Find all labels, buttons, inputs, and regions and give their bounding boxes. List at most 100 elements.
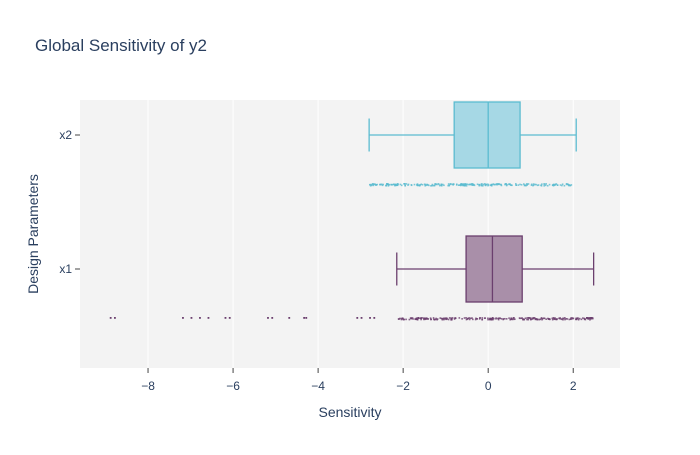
jitter-point: [476, 318, 478, 320]
outlier-point: [305, 317, 308, 319]
jitter-point: [575, 318, 578, 321]
jitter-point: [498, 317, 501, 319]
jitter-point: [453, 318, 456, 320]
jitter-point: [430, 184, 433, 187]
jitter-point: [551, 184, 554, 186]
jitter-point: [510, 317, 512, 319]
y-axis-label: Design Parameters: [25, 174, 41, 294]
jitter-point: [568, 184, 570, 187]
jitter-point: [483, 317, 486, 319]
jitter-point: [418, 317, 420, 320]
jitter-point: [474, 318, 477, 321]
outlier-point: [207, 317, 210, 319]
jitter-point: [460, 184, 462, 187]
jitter-point: [489, 317, 491, 320]
box-iqr: [453, 101, 521, 169]
jitter-point: [385, 184, 387, 187]
x-tick-label: −2: [396, 379, 410, 393]
jitter-point: [545, 183, 547, 185]
jitter-point: [421, 317, 423, 319]
jitter-point: [380, 183, 383, 186]
jitter-point: [523, 184, 526, 187]
jitter-point: [570, 318, 572, 321]
jitter-point: [423, 318, 425, 321]
jitter-point: [545, 318, 547, 320]
jitter-point: [375, 184, 377, 186]
jitter-point: [562, 318, 564, 321]
jitter-point: [465, 318, 468, 321]
jitter-point: [561, 183, 564, 186]
jitter-point: [420, 318, 422, 321]
jitter-point: [566, 318, 569, 320]
jitter-point: [489, 184, 492, 187]
jitter-point: [512, 317, 515, 319]
jitter-point: [560, 318, 562, 320]
jitter-point: [413, 183, 416, 186]
jitter-point: [379, 183, 382, 186]
jitter-point: [497, 318, 500, 321]
jitter-point: [399, 183, 402, 186]
jitter-point: [562, 317, 565, 320]
jitter-point: [492, 183, 495, 185]
jitter-point: [540, 184, 543, 187]
jitter-point: [447, 184, 449, 187]
jitter-point: [571, 317, 573, 319]
y-tick-label: x1: [59, 262, 72, 276]
jitter-point: [532, 184, 535, 187]
jitter-point: [480, 184, 483, 187]
jitter-point: [510, 184, 512, 187]
jitter-point: [435, 317, 437, 320]
outlier-point: [303, 317, 306, 319]
jitter-point: [434, 183, 437, 186]
jitter-point: [546, 184, 549, 187]
jitter-point: [448, 184, 451, 187]
outlier-point: [114, 317, 116, 319]
jitter-point: [544, 184, 547, 187]
outlier-point: [190, 317, 193, 319]
jitter-point: [403, 183, 406, 185]
jitter-point: [469, 183, 471, 186]
jitter-point: [460, 183, 463, 185]
jitter-points: [109, 183, 594, 321]
jitter-point: [520, 183, 523, 186]
jitter-point: [470, 183, 473, 185]
jitter-point: [498, 183, 500, 186]
jitter-point: [423, 183, 426, 186]
x-axis-ticks: −8 −6 −4 −2 0 2: [141, 368, 577, 393]
jitter-point: [537, 184, 540, 186]
jitter-point: [447, 318, 450, 321]
jitter-point: [558, 317, 560, 320]
jitter-point: [568, 318, 571, 321]
jitter-point: [386, 183, 388, 185]
jitter-point: [526, 317, 529, 319]
jitter-point: [464, 183, 466, 185]
jitter-point: [468, 183, 470, 186]
jitter-point: [549, 318, 551, 321]
jitter-point: [479, 317, 481, 319]
jitter-point: [369, 184, 372, 187]
jitter-point: [534, 318, 537, 321]
jitter-point: [543, 183, 545, 185]
jitter-point: [556, 184, 559, 186]
y-axis-ticks: x1 x2: [59, 128, 80, 276]
jitter-point: [553, 184, 556, 186]
jitter-point: [421, 183, 424, 186]
box-iqr: [465, 235, 523, 303]
jitter-point: [591, 317, 593, 319]
jitter-point: [426, 184, 428, 186]
jitter-point: [429, 317, 432, 319]
jitter-point: [450, 317, 453, 319]
jitter-point: [565, 183, 568, 185]
jitter-point: [422, 317, 425, 319]
x-tick-label: −8: [141, 379, 155, 393]
jitter-point: [582, 317, 584, 319]
jitter-point: [551, 318, 554, 321]
jitter-point: [488, 318, 491, 321]
jitter-point: [411, 317, 414, 319]
jitter-point: [577, 318, 580, 321]
jitter-point: [405, 183, 408, 185]
jitter-point: [492, 317, 494, 319]
jitter-point: [525, 184, 527, 187]
jitter-point: [432, 317, 435, 319]
jitter-point: [441, 183, 444, 186]
